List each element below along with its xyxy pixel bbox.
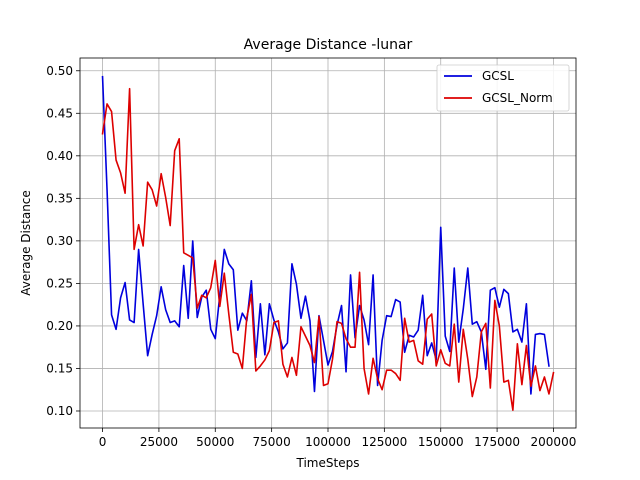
- series-line-gcsl: [101, 75, 550, 395]
- y-tick-label: 0.10: [46, 404, 73, 418]
- y-tick-label: 0.40: [46, 149, 73, 163]
- x-tick-label: 50000: [196, 435, 234, 449]
- x-tick-label: 150000: [418, 435, 464, 449]
- x-tick-label: 175000: [474, 435, 520, 449]
- legend-label-gcsl: GCSL: [482, 69, 514, 83]
- x-tick-label: 25000: [140, 435, 178, 449]
- series-lines: [101, 75, 555, 411]
- y-tick-label: 0.15: [46, 362, 73, 376]
- x-tick-label: 100000: [305, 435, 351, 449]
- y-tick-label: 0.45: [46, 106, 73, 120]
- x-tick-label: 75000: [253, 435, 291, 449]
- y-tick-label: 0.20: [46, 319, 73, 333]
- x-axis: 0 25000 50000 75000 100000 125000 150000 175000…: [99, 428, 577, 449]
- x-tick-label: 200000: [531, 435, 577, 449]
- x-axis-label: TimeSteps: [296, 456, 360, 470]
- x-tick-label: 125000: [361, 435, 407, 449]
- y-tick-label: 0.30: [46, 234, 73, 248]
- legend: GCSL GCSL_Norm: [436, 64, 570, 112]
- y-axis: 0.10 0.15 0.20 0.25 0.30 0.35 0.40 0.45 0.50: [46, 64, 80, 418]
- x-tick-label: 0: [99, 435, 107, 449]
- chart-title: Average Distance -lunar: [244, 37, 413, 53]
- grid-lines: [80, 58, 576, 428]
- y-axis-label: Average Distance: [19, 190, 33, 296]
- legend-label-gcsl-norm: GCSL_Norm: [482, 91, 553, 105]
- y-tick-label: 0.35: [46, 192, 73, 206]
- series-line-gcsl-norm: [101, 87, 555, 411]
- y-tick-label: 0.50: [46, 64, 73, 78]
- y-tick-label: 0.25: [46, 277, 73, 291]
